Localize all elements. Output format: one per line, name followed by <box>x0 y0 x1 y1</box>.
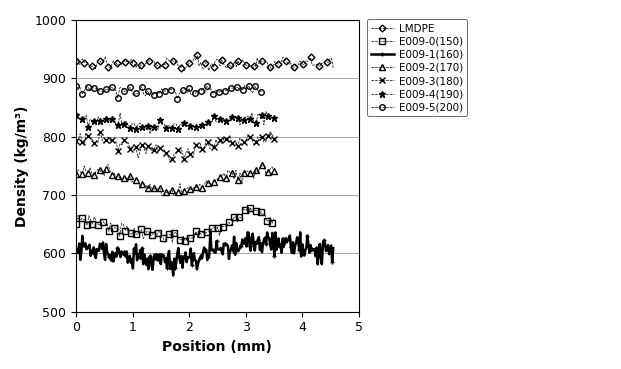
E009-5(200) <box>201 91 209 96</box>
E009-5(200) <box>73 84 80 89</box>
E009-0(150) <box>161 240 169 245</box>
E009-0(150) <box>170 231 178 236</box>
E009-3(180) <box>166 158 174 163</box>
LMDPE <box>218 58 225 62</box>
E009-0(150) <box>247 206 254 210</box>
E009-5(200) <box>241 83 248 87</box>
E009-2(170) <box>258 163 266 168</box>
E009-5(200) <box>80 89 88 93</box>
Line: E009-2(170): E009-2(170) <box>73 161 277 199</box>
E009-2(170) <box>194 185 202 189</box>
E009-3(180) <box>266 130 274 134</box>
E009-4(190) <box>119 124 126 128</box>
Line: LMDPE: LMDPE <box>74 53 336 73</box>
E009-0(150) <box>73 221 80 226</box>
E009-3(180) <box>193 143 200 148</box>
LMDPE <box>145 59 153 63</box>
E009-1(160) <box>73 250 80 255</box>
E009-1(160) <box>170 273 177 278</box>
E009-1(160) <box>207 230 214 234</box>
E009-2(170) <box>160 194 168 199</box>
LMDPE <box>242 63 250 67</box>
E009-1(160) <box>180 255 188 259</box>
E009-1(160) <box>177 261 184 265</box>
E009-3(180) <box>262 139 270 144</box>
E009-2(170) <box>120 176 128 180</box>
E009-3(180) <box>111 140 118 144</box>
Line: E009-0(150): E009-0(150) <box>73 205 277 245</box>
E009-2(170) <box>178 193 186 198</box>
E009-3(180) <box>270 137 278 141</box>
LMDPE <box>124 58 132 62</box>
E009-4(190) <box>111 116 118 120</box>
E009-2(170) <box>264 170 271 175</box>
E009-2(170) <box>73 172 80 176</box>
E009-0(150) <box>214 225 222 230</box>
X-axis label: Position (mm): Position (mm) <box>163 340 273 354</box>
E009-4(190) <box>264 114 271 118</box>
Line: E009-1(160): E009-1(160) <box>74 230 335 277</box>
E009-5(200) <box>213 89 220 93</box>
E009-0(150) <box>165 232 173 237</box>
E009-0(150) <box>261 211 268 216</box>
LMDPE <box>73 58 80 63</box>
E009-0(150) <box>130 226 138 231</box>
E009-5(200) <box>211 88 219 92</box>
E009-0(150) <box>268 221 276 225</box>
E009-2(170) <box>270 169 278 173</box>
E009-3(180) <box>119 143 126 147</box>
E009-3(180) <box>176 147 184 152</box>
E009-4(190) <box>256 113 264 118</box>
E009-4(190) <box>270 116 278 121</box>
Legend: LMDPE, E009-0(150), E009-1(160), E009-2(170), E009-3(180), E009-4(190), E009-5(2: LMDPE, E009-0(150), E009-1(160), E009-2(… <box>366 20 468 117</box>
E009-2(170) <box>112 175 120 179</box>
Line: E009-5(200): E009-5(200) <box>73 83 265 101</box>
Line: E009-4(190): E009-4(190) <box>73 108 278 137</box>
E009-3(180) <box>256 136 264 140</box>
E009-5(200) <box>106 84 114 88</box>
LMDPE <box>205 69 212 73</box>
E009-5(200) <box>174 96 181 101</box>
E009-4(190) <box>193 124 200 129</box>
Line: E009-3(180): E009-3(180) <box>73 129 277 163</box>
E009-3(180) <box>73 138 80 143</box>
E009-4(190) <box>176 122 184 126</box>
E009-0(150) <box>270 216 278 221</box>
E009-5(200) <box>206 87 213 92</box>
E009-4(190) <box>262 109 270 114</box>
E009-1(160) <box>321 241 329 246</box>
LMDPE <box>286 62 293 66</box>
E009-1(160) <box>115 246 122 251</box>
LMDPE <box>194 53 201 58</box>
E009-4(190) <box>73 113 80 117</box>
LMDPE <box>330 66 337 70</box>
E009-2(170) <box>104 162 112 166</box>
LMDPE <box>320 62 327 66</box>
E009-1(160) <box>330 246 337 251</box>
E009-5(200) <box>259 90 266 94</box>
Y-axis label: Density (kg/m³): Density (kg/m³) <box>15 105 29 227</box>
E009-1(160) <box>252 240 260 244</box>
E009-4(190) <box>147 132 154 136</box>
E009-1(160) <box>223 242 230 247</box>
